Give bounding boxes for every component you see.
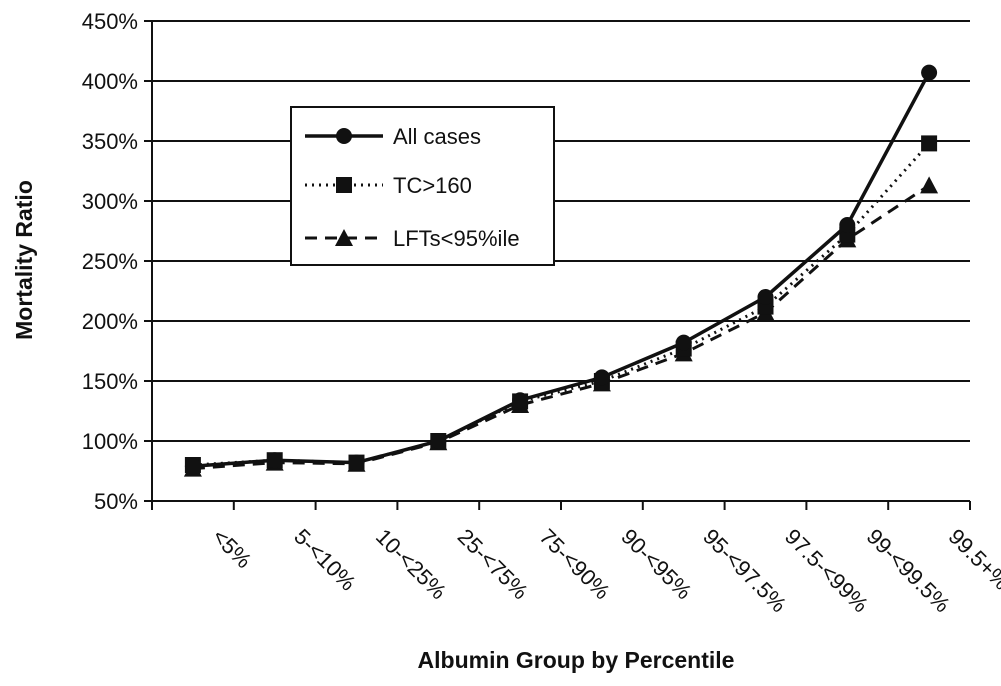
- legend-items: All cases TC>160 LFTs<95%ile: [305, 124, 520, 251]
- x-tick-label: 97.5-<99%: [780, 524, 873, 617]
- legend-label: All cases: [393, 124, 481, 149]
- y-tick-label: 300%: [82, 189, 138, 214]
- marker-circle: [266, 452, 283, 469]
- x-tick-label: 10-<25%: [371, 524, 451, 604]
- x-tick-label: 99-<99.5%: [862, 524, 955, 617]
- y-tick-label: 50%: [94, 489, 138, 514]
- legend-item: LFTs<95%ile: [305, 226, 520, 251]
- marker-triangle: [920, 176, 939, 194]
- legend: All cases TC>160 LFTs<95%ile: [290, 106, 555, 266]
- legend-item: TC>160: [305, 173, 472, 198]
- y-tick-label: 450%: [82, 9, 138, 34]
- series-group: [183, 64, 939, 477]
- x-axis-title: Albumin Group by Percentile: [418, 647, 735, 673]
- x-axis: <5% 5-<10% 10-<25% 25-<75% 75-<90% 90-<95% 95-…: [151, 500, 1001, 617]
- marker-circle: [430, 433, 447, 449]
- x-tick-label: 25-<75%: [453, 524, 533, 604]
- y-tick-label: 400%: [82, 69, 138, 94]
- x-tick-label: 90-<95%: [616, 524, 696, 604]
- marker-circle: [757, 289, 774, 305]
- marker-circle: [839, 217, 856, 233]
- y-tick-label: 150%: [82, 369, 138, 394]
- x-tick-label: 75-<90%: [535, 524, 615, 604]
- y-tick-label: 350%: [82, 129, 138, 154]
- y-tick-label: 250%: [82, 249, 138, 274]
- marker-circle: [184, 458, 201, 475]
- legend-label: TC>160: [393, 173, 472, 198]
- legend-label: LFTs<95%ile: [393, 226, 520, 251]
- series-line: [192, 71, 931, 468]
- legend-item: All cases: [305, 124, 481, 149]
- marker-circle: [348, 454, 365, 471]
- y-axis-title: Mortality Ratio: [11, 180, 37, 340]
- x-tick-label: <5%: [207, 524, 256, 573]
- marker-circle: [675, 334, 692, 351]
- marker-circle: [512, 392, 529, 409]
- y-axis-ticks: 50% 100% 150% 200% 250% 300% 350% 400% 450%: [82, 9, 152, 514]
- marker-circle: [921, 64, 938, 81]
- x-tick-label: 95-<97.5%: [698, 524, 791, 617]
- grid-lines: [151, 20, 970, 502]
- x-tick-label: 99.5+%: [944, 524, 1001, 595]
- marker-triangle: [335, 229, 353, 246]
- y-tick-label: 200%: [82, 309, 138, 334]
- marker-square: [921, 135, 938, 152]
- marker-circle: [593, 369, 610, 386]
- series-line: [192, 184, 930, 471]
- y-tick-label: 100%: [82, 429, 138, 454]
- marker-square: [336, 177, 352, 193]
- x-tick-label: 5-<10%: [289, 524, 361, 596]
- marker-circle: [336, 128, 352, 144]
- series-0: [184, 64, 938, 475]
